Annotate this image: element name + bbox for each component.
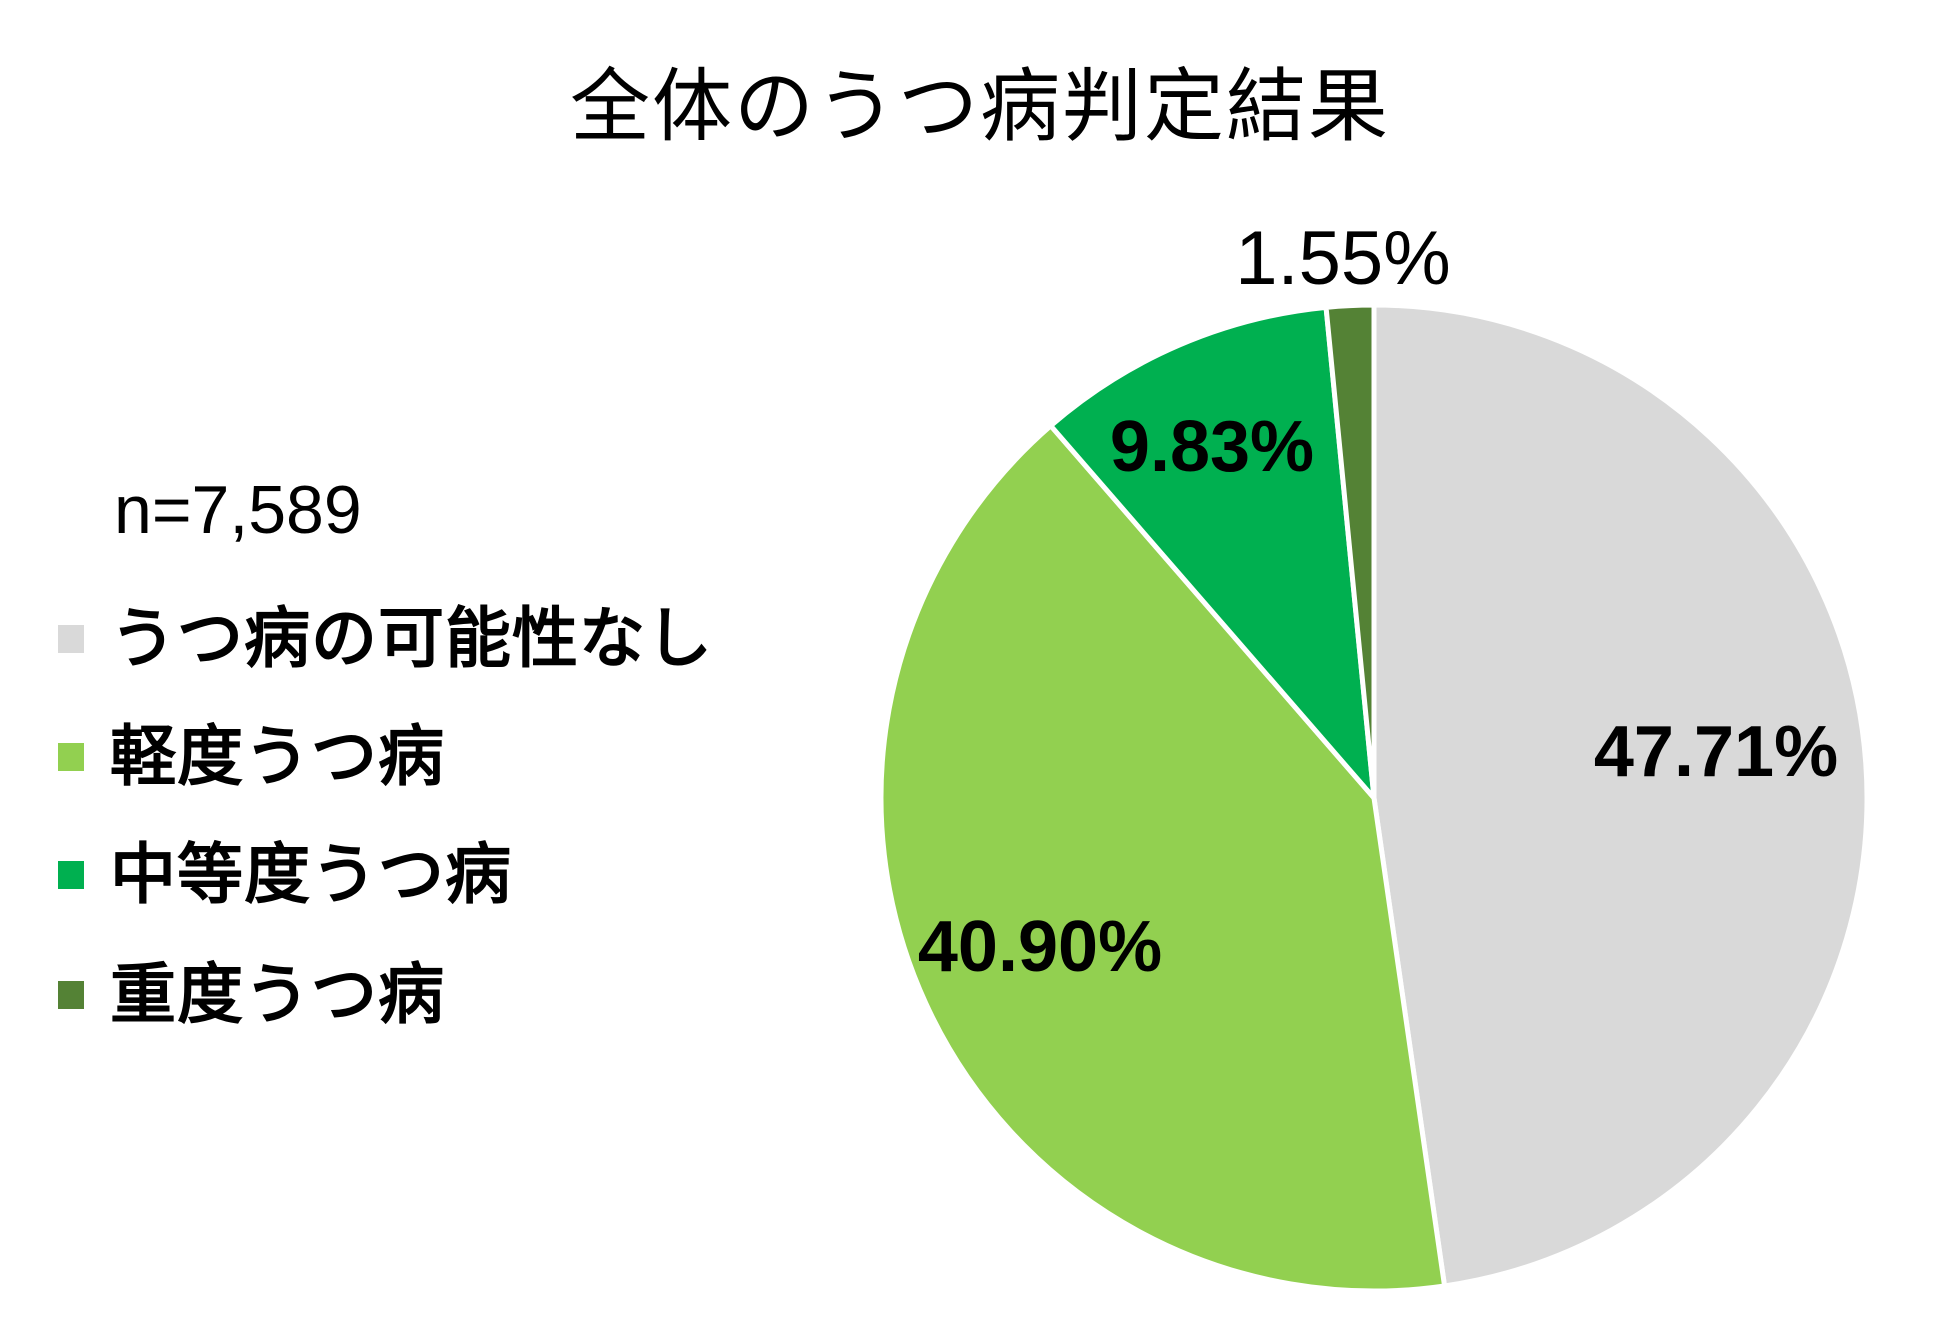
- pie-slice-mild: [878, 423, 1448, 1294]
- legend-label: 重度うつ病: [110, 956, 445, 1033]
- legend-swatch-icon: [58, 743, 84, 771]
- chart-title: 全体のうつ病判定結果: [570, 60, 1390, 153]
- legend-label: 軽度うつ病: [110, 718, 445, 795]
- legend-swatch-icon: [58, 861, 84, 889]
- legend-swatch-icon: [58, 981, 84, 1009]
- pie-slice-moderate: [1048, 304, 1377, 801]
- pie-slices: [878, 302, 1870, 1294]
- legend-item-no-depression: うつ病の可能性なし: [58, 599, 713, 679]
- pie-slice-severe: [1323, 302, 1377, 801]
- legend-item-mild: 軽度うつ病: [58, 717, 445, 797]
- slice-label-mild: 40.90%: [918, 907, 1162, 987]
- slice-label-severe: 1.55%: [1235, 216, 1451, 301]
- pie-value-labels: 47.71% 40.90% 9.83% 1.55%: [918, 216, 1838, 987]
- legend-swatch-icon: [58, 625, 84, 653]
- legend-label: 中等度うつ病: [110, 836, 512, 913]
- legend-label: うつ病の可能性なし: [110, 600, 713, 677]
- slice-label-no-depression: 47.71%: [1594, 712, 1838, 792]
- pie-slice-no-depression: [1371, 302, 1870, 1289]
- legend-item-severe: 重度うつ病: [58, 955, 445, 1035]
- sample-size-label: n=7,589: [114, 472, 362, 548]
- legend-item-moderate: 中等度うつ病: [58, 835, 512, 915]
- slice-label-moderate: 9.83%: [1110, 407, 1314, 487]
